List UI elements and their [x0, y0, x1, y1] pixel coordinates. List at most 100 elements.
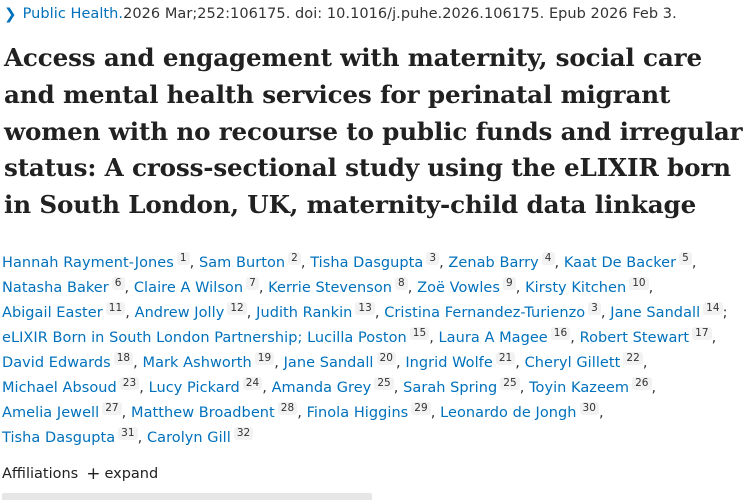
author-name-link[interactable]: Zenab Barry	[448, 255, 539, 271]
author-name-link[interactable]: Claire A Wilson	[133, 280, 244, 296]
affiliation-number[interactable]: 11	[105, 302, 126, 315]
affiliation-number[interactable]: 21	[495, 352, 516, 365]
author-name-link[interactable]: Cristina Fernandez-Turienzo	[384, 305, 586, 321]
author-separator: ,	[300, 255, 306, 271]
affiliation-number[interactable]: 23	[119, 377, 140, 390]
author-item: Ingrid Wolfe 21,	[405, 352, 520, 371]
author-separator: ,	[374, 305, 380, 321]
affiliations-row: Affiliations + expand	[2, 464, 159, 484]
affiliation-number[interactable]: 7	[246, 277, 259, 290]
affiliation-number[interactable]: 9	[502, 277, 516, 290]
affiliation-number[interactable]: 30	[579, 402, 599, 415]
author-name-link[interactable]: Kerrie Stevenson	[268, 280, 393, 296]
affiliation-number[interactable]: 22	[623, 352, 643, 365]
author-name-link[interactable]: Michael Absoud	[2, 380, 117, 396]
author-name-link[interactable]: Ingrid Wolfe	[405, 355, 493, 371]
author-separator: ,	[651, 380, 657, 396]
affiliation-number[interactable]: 32	[233, 427, 254, 440]
author-name-link[interactable]: Hannah Rayment-Jones	[2, 255, 174, 271]
affiliation-number[interactable]: 3	[588, 302, 601, 315]
author-item: David Edwards 18,	[2, 352, 138, 371]
author-item: Zenab Barry 4,	[448, 252, 559, 271]
author-name-link[interactable]: David Edwards	[2, 355, 111, 371]
affiliation-number[interactable]: 19	[254, 352, 275, 365]
affiliation-number[interactable]: 5	[679, 252, 692, 265]
affiliation-number[interactable]: 28	[277, 402, 298, 415]
author-name-link[interactable]: Andrew Jolly	[134, 305, 225, 321]
affiliation-number[interactable]: 3	[426, 252, 440, 265]
author-list: Hannah Rayment-Jones 1, Sam Burton 2, Tish…	[2, 251, 747, 451]
affiliation-number[interactable]: 15	[409, 327, 430, 340]
author-name-link[interactable]: Natasha Baker	[2, 280, 109, 296]
author-name-link[interactable]: Toyin Kazeem	[529, 380, 630, 396]
affiliation-number[interactable]: 27	[102, 402, 122, 415]
affiliation-number[interactable]: 25	[500, 377, 520, 390]
affiliation-number[interactable]: 13	[355, 302, 375, 315]
journal-link[interactable]: Public Health.	[22, 6, 124, 22]
author-name-link[interactable]: Zoë Vowles	[417, 280, 500, 296]
author-name-link[interactable]: Robert Stewart	[579, 330, 690, 346]
author-name-link[interactable]: Laura A Magee	[438, 330, 548, 346]
author-name-link[interactable]: Tisha Dasgupta	[2, 430, 116, 446]
affiliation-number[interactable]: 20	[376, 352, 396, 365]
affiliation-number[interactable]: 26	[632, 377, 652, 390]
affiliation-number[interactable]: 18	[113, 352, 134, 365]
affiliation-number[interactable]: 2	[288, 252, 301, 265]
affiliation-number[interactable]: 16	[550, 327, 571, 340]
author-name-link[interactable]: Jane Sandall	[610, 305, 701, 321]
affiliation-number[interactable]: 14	[703, 302, 723, 315]
author-item: Natasha Baker 6,	[2, 277, 129, 296]
author-name-link[interactable]: Leonardo de Jongh	[440, 405, 577, 421]
author-separator: ,	[711, 330, 717, 346]
author-separator: ,	[297, 405, 302, 421]
author-name-link[interactable]: Lucilla Poston	[307, 330, 407, 346]
author-name-link[interactable]: Finola Higgins	[306, 405, 409, 421]
plus-icon[interactable]: +	[86, 464, 101, 484]
affiliation-number[interactable]: 25	[374, 377, 394, 390]
affiliation-number[interactable]: 17	[692, 327, 712, 340]
author-item: Leonardo de Jongh 30,	[440, 402, 604, 421]
expand-affiliations-button[interactable]: expand	[104, 466, 159, 482]
author-item: Sam Burton 2,	[198, 252, 306, 271]
affiliation-number[interactable]: 4	[541, 252, 555, 265]
affiliation-number[interactable]: 6	[111, 277, 125, 290]
affiliation-number[interactable]: 8	[395, 277, 408, 290]
author-name-link[interactable]: Amelia Jewell	[2, 405, 100, 421]
author-item: Kerrie Stevenson 8,	[268, 277, 412, 296]
affiliation-number[interactable]: 10	[629, 277, 649, 290]
author-name-link[interactable]: eLIXIR Born in South London Partnership;	[2, 330, 303, 346]
author-item: Tisha Dasgupta 31,	[2, 427, 143, 446]
author-name-link[interactable]: Kaat De Backer	[563, 255, 677, 271]
author-separator: ,	[274, 355, 279, 371]
author-name-link[interactable]: Amanda Grey	[271, 380, 372, 396]
author-name-link[interactable]: Mark Ashworth	[142, 355, 252, 371]
author-separator: ,	[133, 355, 138, 371]
affiliation-number[interactable]: 29	[411, 402, 431, 415]
author-separator: ,	[137, 430, 143, 446]
author-name-link[interactable]: Lucy Pickard	[148, 380, 240, 396]
author-name-link[interactable]: Abigail Easter	[2, 305, 103, 321]
author-separator: ,	[519, 380, 525, 396]
author-separator: ,	[258, 280, 264, 296]
author-name-link[interactable]: Kirsty Kitchen	[525, 280, 627, 296]
author-name-link[interactable]: Jane Sandall	[283, 355, 374, 371]
affiliation-number[interactable]: 31	[118, 427, 138, 440]
author-item: Abigail Easter 11,	[2, 302, 130, 321]
author-item: Mark Ashworth 19,	[142, 352, 279, 371]
affiliation-number[interactable]: 12	[227, 302, 247, 315]
affiliation-number[interactable]: 24	[242, 377, 263, 390]
author-separator: ,	[125, 305, 130, 321]
author-name-link[interactable]: Sam Burton	[198, 255, 286, 271]
author-name-link[interactable]: Sarah Spring	[403, 380, 498, 396]
author-name-link[interactable]: Cheryl Gillett	[524, 355, 621, 371]
author-separator: ,	[189, 255, 195, 271]
author-item: Zoë Vowles 9,	[417, 277, 520, 296]
author-name-link[interactable]: Judith Rankin	[256, 305, 353, 321]
author-name-link[interactable]: Matthew Broadbent	[131, 405, 275, 421]
author-item: Finola Higgins 29,	[306, 402, 436, 421]
author-name-link[interactable]: Tisha Dasgupta	[310, 255, 424, 271]
affiliation-number[interactable]: 1	[176, 252, 190, 265]
author-item: Amanda Grey 25,	[271, 377, 399, 396]
author-name-link[interactable]: Carolyn Gill	[146, 430, 231, 446]
chevron-right-icon[interactable]: ❯	[4, 5, 17, 23]
